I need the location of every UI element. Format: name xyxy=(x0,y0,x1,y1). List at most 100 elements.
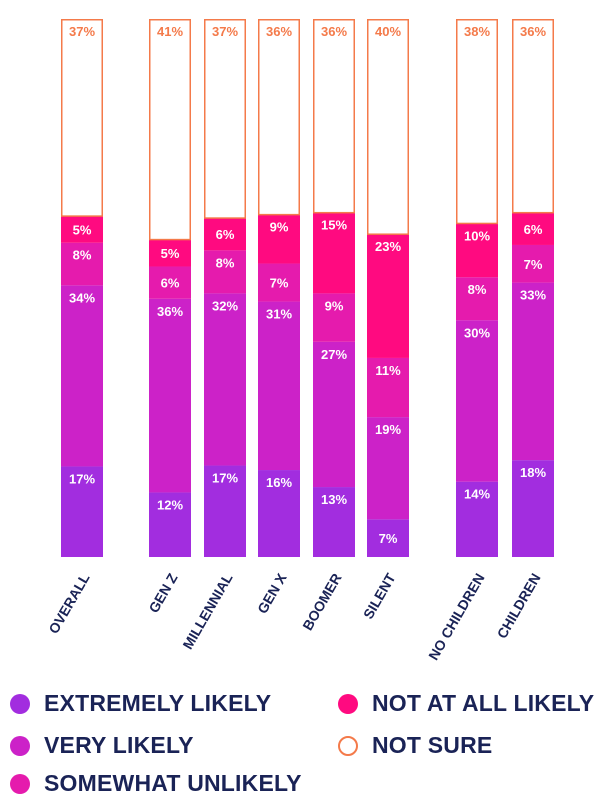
data-label-extremely-likely-no-children: 14% xyxy=(464,487,490,502)
data-label-not-at-all-likely-gen-x: 9% xyxy=(270,220,289,235)
data-label-very-likely-overall: 34% xyxy=(69,290,95,305)
bar-segment-not-at-all-likely-children xyxy=(512,212,554,245)
legend-item-very-likely: VERY LIKELY xyxy=(10,732,194,759)
bar-segment-extremely-likely-gen-x xyxy=(258,470,300,557)
bar-segment-not-sure-millennial xyxy=(204,19,246,219)
bar-segment-very-likely-millennial xyxy=(204,293,246,466)
category-label-children: CHILDREN xyxy=(494,571,544,642)
data-label-extremely-likely-millennial: 17% xyxy=(212,471,238,486)
data-label-somewhat-unlikely-gen-z: 6% xyxy=(161,276,180,291)
bar-segment-somewhat-unlikely-no-children xyxy=(456,277,498,321)
bar-segment-extremely-likely-silent xyxy=(367,519,409,557)
legend-item-somewhat-unlikely: SOMEWHAT UNLIKELY xyxy=(10,770,302,797)
bar-segment-somewhat-unlikely-millennial xyxy=(204,250,246,294)
legend-label: EXTREMELY LIKELY xyxy=(44,690,272,716)
legend-item-extremely-likely: EXTREMELY LIKELY xyxy=(10,690,271,717)
data-label-somewhat-unlikely-millennial: 8% xyxy=(216,255,235,270)
bar-segment-somewhat-unlikely-gen-z xyxy=(149,266,191,299)
bar-segment-somewhat-unlikely-gen-x xyxy=(258,263,300,302)
legend-marker-somewhat-unlikely xyxy=(10,773,30,794)
bar-segment-extremely-likely-children xyxy=(512,460,554,557)
data-label-not-sure-boomer: 36% xyxy=(321,24,347,39)
bar-segment-not-at-all-likely-millennial xyxy=(204,218,246,251)
bar-segment-extremely-likely-overall xyxy=(61,466,103,557)
legend-label: VERY LIKELY xyxy=(44,732,194,758)
data-label-not-sure-children: 36% xyxy=(520,24,546,39)
bar-segment-not-at-all-likely-silent xyxy=(367,234,409,358)
data-label-very-likely-boomer: 27% xyxy=(321,347,347,362)
bar-segment-not-sure-silent xyxy=(367,19,409,235)
legend-marker-extremely-likely xyxy=(10,693,30,714)
data-label-somewhat-unlikely-silent: 11% xyxy=(375,363,401,378)
data-label-not-at-all-likely-boomer: 15% xyxy=(321,218,347,233)
bar-segment-not-sure-no-children xyxy=(456,19,498,225)
data-label-not-at-all-likely-overall: 5% xyxy=(73,222,92,237)
bar-segment-somewhat-unlikely-silent xyxy=(367,357,409,418)
data-label-not-sure-gen-z: 41% xyxy=(157,24,183,39)
data-label-very-likely-gen-z: 36% xyxy=(157,304,183,319)
legend-marker-very-likely xyxy=(10,735,30,756)
legend-item-not-sure: NOT SURE xyxy=(338,732,492,759)
data-label-not-at-all-likely-silent: 23% xyxy=(375,239,401,254)
bar-segment-extremely-likely-gen-z xyxy=(149,492,191,557)
data-label-very-likely-children: 33% xyxy=(520,288,546,303)
legend-marker-not-at-all-likely xyxy=(338,693,358,714)
data-label-somewhat-unlikely-no-children: 8% xyxy=(468,282,487,297)
bar-segment-very-likely-gen-z xyxy=(149,298,191,493)
bar-segment-not-at-all-likely-gen-x xyxy=(258,214,300,264)
bar-segment-very-likely-children xyxy=(512,282,554,461)
data-label-not-sure-silent: 40% xyxy=(375,24,401,39)
data-label-not-at-all-likely-no-children: 10% xyxy=(464,228,490,243)
stacked-bar-chart: 17% 34% 8% 5% 37% OVERALL 12% 36% 6% 5% 41% GEN Z 17… xyxy=(45,19,554,663)
legend-item-not-at-all-likely: NOT AT ALL LIKELY xyxy=(338,690,594,717)
data-label-not-sure-no-children: 38% xyxy=(464,24,490,39)
data-label-very-likely-silent: 19% xyxy=(375,422,401,437)
chart-svg: 17% 34% 8% 5% 37% OVERALL 12% 36% 6% 5% 41% GEN Z 17… xyxy=(45,19,554,663)
data-label-not-at-all-likely-gen-z: 5% xyxy=(161,246,180,261)
category-label-overall: OVERALL xyxy=(45,570,93,636)
bar-segment-not-sure-children xyxy=(512,19,554,214)
data-label-not-sure-millennial: 37% xyxy=(212,24,238,39)
bar-segment-extremely-likely-boomer xyxy=(313,487,355,557)
legend-marker-not-sure xyxy=(338,735,358,756)
data-label-very-likely-no-children: 30% xyxy=(464,325,490,340)
category-label-silent: SILENT xyxy=(360,570,399,621)
legend-label: SOMEWHAT UNLIKELY xyxy=(44,770,302,796)
bar-segment-very-likely-boomer xyxy=(313,341,355,488)
bar-segment-somewhat-unlikely-overall xyxy=(61,242,103,286)
data-label-extremely-likely-children: 18% xyxy=(520,465,546,480)
bar-segment-not-at-all-likely-boomer xyxy=(313,212,355,294)
bar-segment-not-sure-overall xyxy=(61,19,103,217)
bar-segment-very-likely-silent xyxy=(367,417,409,520)
data-label-somewhat-unlikely-children: 7% xyxy=(524,257,543,272)
legend-label: NOT SURE xyxy=(372,732,493,758)
chart-legend: EXTREMELY LIKELY NOT AT ALL LIKELY VERY … xyxy=(0,680,600,803)
bar-segment-not-sure-gen-z xyxy=(149,19,191,241)
data-label-somewhat-unlikely-boomer: 9% xyxy=(325,298,344,313)
data-label-very-likely-millennial: 32% xyxy=(212,298,238,313)
bar-segment-not-sure-gen-x xyxy=(258,19,300,216)
data-label-extremely-likely-gen-x: 16% xyxy=(266,475,292,490)
data-label-extremely-likely-gen-z: 12% xyxy=(157,497,183,512)
data-label-somewhat-unlikely-gen-x: 7% xyxy=(270,276,289,291)
data-label-not-sure-overall: 37% xyxy=(69,24,95,39)
bar-segment-not-sure-boomer xyxy=(313,19,355,214)
bar-segment-somewhat-unlikely-boomer xyxy=(313,293,355,342)
bar-segment-somewhat-unlikely-children xyxy=(512,244,554,283)
bar-segment-very-likely-gen-x xyxy=(258,301,300,471)
bar-segment-extremely-likely-millennial xyxy=(204,465,246,557)
data-label-not-sure-gen-x: 36% xyxy=(266,24,292,39)
bar-segment-not-at-all-likely-overall xyxy=(61,216,103,243)
data-label-extremely-likely-silent: 7% xyxy=(379,531,398,546)
data-label-very-likely-gen-x: 31% xyxy=(266,307,292,322)
category-label-millennial: MILLENNIAL xyxy=(179,570,235,652)
bar-segment-very-likely-no-children xyxy=(456,320,498,482)
bar-segment-very-likely-overall xyxy=(61,285,103,467)
data-label-somewhat-unlikely-overall: 8% xyxy=(73,248,92,263)
category-label-boomer: BOOMER xyxy=(299,571,344,634)
data-label-not-at-all-likely-millennial: 6% xyxy=(216,227,235,242)
category-label-no-children: NO CHILDREN xyxy=(425,571,487,663)
data-label-extremely-likely-boomer: 13% xyxy=(321,492,347,507)
legend-label: NOT AT ALL LIKELY xyxy=(372,690,595,716)
data-label-extremely-likely-overall: 17% xyxy=(69,471,95,486)
